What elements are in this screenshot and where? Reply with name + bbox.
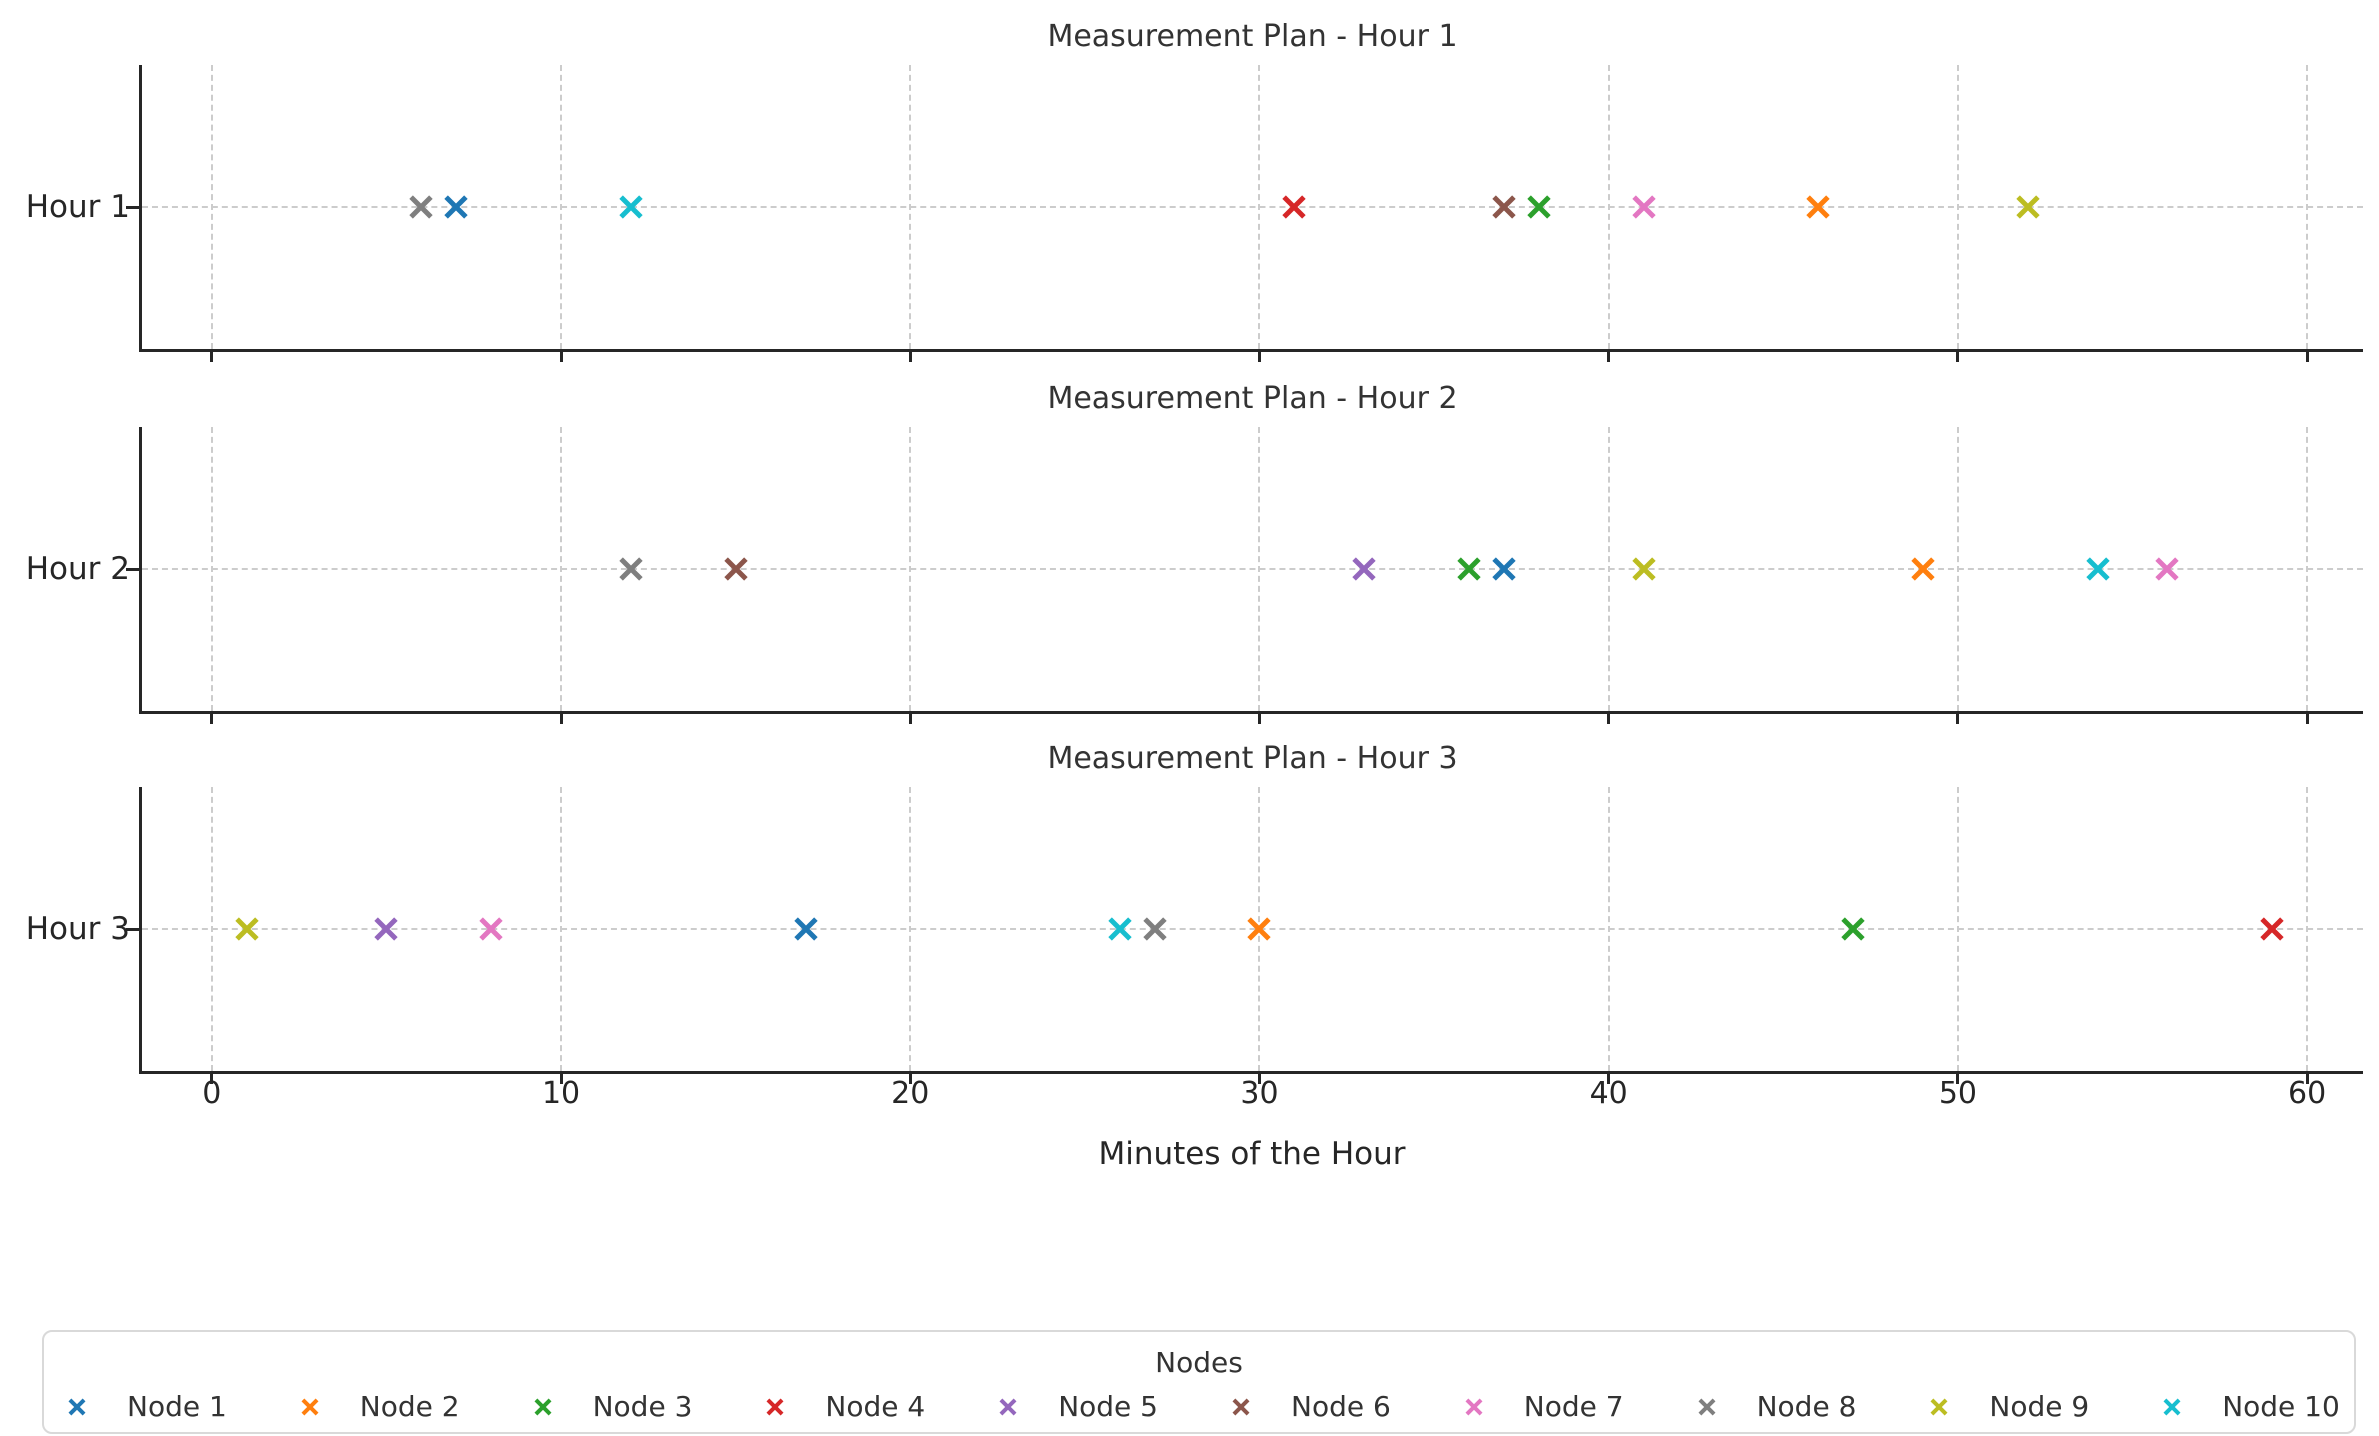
marker-node-2-hour-3 bbox=[1249, 919, 1270, 940]
x-tick-mark-10-hour-3 bbox=[559, 1071, 563, 1084]
x-tick-mark-20-hour-2 bbox=[908, 711, 912, 724]
marker-node-1-hour-1 bbox=[446, 197, 467, 218]
y-axis-label-hour-3: Hour 3 bbox=[25, 911, 130, 947]
x-tick-label-30: 30 bbox=[1240, 1076, 1279, 1111]
marker-node-5-hour-2 bbox=[1354, 559, 1375, 580]
legend-marker-node-5 bbox=[1001, 1400, 1016, 1415]
legend-label-node-9: Node 9 bbox=[1989, 1390, 2090, 1423]
hour-row-line-2 bbox=[142, 568, 2363, 570]
legend-marker-node-6 bbox=[1234, 1400, 1249, 1415]
legend-label-node-7: Node 7 bbox=[1523, 1390, 1624, 1423]
x-tick-mark-0-hour-3 bbox=[210, 1071, 214, 1084]
marker-node-10-hour-2 bbox=[2087, 559, 2108, 580]
x-tick-label-40: 40 bbox=[1589, 1076, 1628, 1111]
marker-node-2-hour-1 bbox=[1808, 197, 1829, 218]
x-tick-mark-50-hour-2 bbox=[1956, 711, 1960, 724]
legend-marker-node-4 bbox=[768, 1400, 783, 1415]
x-tick-label-50: 50 bbox=[1938, 1076, 1977, 1111]
subplot-2-title: Measurement Plan - Hour 2 bbox=[1047, 381, 1458, 416]
y-axis-label-hour-1: Hour 1 bbox=[25, 189, 130, 225]
legend-marker-node-1 bbox=[70, 1400, 85, 1415]
legend-label-node-2: Node 2 bbox=[359, 1390, 460, 1423]
marker-node-9-hour-1 bbox=[2017, 197, 2038, 218]
x-tick-mark-20-hour-1 bbox=[908, 349, 912, 362]
x-tick-mark-50-hour-3 bbox=[1956, 1071, 1960, 1084]
marker-node-4-hour-1 bbox=[1284, 197, 1305, 218]
x-tick-label-20: 20 bbox=[891, 1076, 930, 1111]
y-tick-mark-hour-3 bbox=[126, 927, 139, 931]
x-tick-mark-0-hour-2 bbox=[210, 711, 214, 724]
marker-node-6-hour-1 bbox=[1493, 197, 1514, 218]
legend-marker-node-10 bbox=[2165, 1400, 2180, 1415]
marker-node-1-hour-3 bbox=[795, 919, 816, 940]
x-tick-label-0: 0 bbox=[202, 1076, 222, 1111]
x-tick-mark-40-hour-3 bbox=[1607, 1071, 1611, 1084]
marker-node-2-hour-2 bbox=[1912, 559, 1933, 580]
x-tick-mark-20-hour-3 bbox=[908, 1071, 912, 1084]
x-tick-mark-40-hour-1 bbox=[1607, 349, 1611, 362]
x-axis-title: Minutes of the Hour bbox=[1098, 1136, 1406, 1172]
subplot-1-title: Measurement Plan - Hour 1 bbox=[1047, 19, 1458, 54]
axes-hour-3 bbox=[139, 787, 2363, 1074]
axes-hour-2 bbox=[139, 427, 2363, 714]
marker-node-10-hour-1 bbox=[620, 197, 641, 218]
marker-node-6-hour-2 bbox=[725, 559, 746, 580]
subplot-3-title: Measurement Plan - Hour 3 bbox=[1047, 741, 1458, 776]
marker-node-9-hour-2 bbox=[1633, 559, 1654, 580]
x-tick-mark-30-hour-3 bbox=[1257, 1071, 1261, 1084]
legend-marker-node-3 bbox=[535, 1400, 550, 1415]
legend-label-node-8: Node 8 bbox=[1756, 1390, 1857, 1423]
x-tick-mark-30-hour-1 bbox=[1257, 349, 1261, 362]
x-tick-mark-60-hour-3 bbox=[2305, 1071, 2309, 1084]
marker-node-4-hour-3 bbox=[2262, 919, 2283, 940]
marker-node-8-hour-3 bbox=[1144, 919, 1165, 940]
x-tick-mark-10-hour-2 bbox=[559, 711, 563, 724]
marker-node-5-hour-3 bbox=[376, 919, 397, 940]
x-tick-mark-10-hour-1 bbox=[559, 349, 563, 362]
legend-label-node-3: Node 3 bbox=[592, 1390, 693, 1423]
marker-node-3-hour-1 bbox=[1528, 197, 1549, 218]
marker-node-10-hour-3 bbox=[1109, 919, 1130, 940]
marker-node-7-hour-1 bbox=[1633, 197, 1654, 218]
marker-node-3-hour-2 bbox=[1459, 559, 1480, 580]
marker-node-1-hour-2 bbox=[1493, 559, 1514, 580]
legend-marker-node-9 bbox=[1932, 1400, 1947, 1415]
marker-node-8-hour-1 bbox=[411, 197, 432, 218]
legend: Nodes Node 1 Node 2 Node 3 Node 4 Node 5 Node… bbox=[42, 1330, 2356, 1434]
x-tick-label-10: 10 bbox=[541, 1076, 581, 1111]
legend-label-node-6: Node 6 bbox=[1291, 1390, 1391, 1423]
y-axis-label-hour-2: Hour 2 bbox=[25, 551, 130, 587]
x-tick-mark-0-hour-1 bbox=[210, 349, 214, 362]
x-tick-mark-30-hour-2 bbox=[1257, 711, 1261, 724]
legend-label-node-5: Node 5 bbox=[1058, 1390, 1158, 1423]
legend-title: Nodes bbox=[1155, 1346, 1243, 1379]
legend-marker-node-2 bbox=[302, 1400, 317, 1415]
marker-node-3-hour-3 bbox=[1843, 919, 1864, 940]
x-tick-mark-60-hour-1 bbox=[2305, 349, 2309, 362]
marker-node-9-hour-3 bbox=[236, 919, 257, 940]
y-tick-mark-hour-2 bbox=[126, 567, 139, 571]
hour-row-line-1 bbox=[142, 206, 2363, 208]
x-tick-mark-60-hour-2 bbox=[2305, 711, 2309, 724]
legend-marker-node-8 bbox=[1699, 1400, 1714, 1415]
x-tick-label-60: 60 bbox=[2288, 1076, 2327, 1111]
legend-label-node-1: Node 1 bbox=[127, 1390, 227, 1423]
legend-marker-node-7 bbox=[1466, 1400, 1481, 1415]
legend-label-node-4: Node 4 bbox=[825, 1390, 926, 1423]
x-tick-mark-50-hour-1 bbox=[1956, 349, 1960, 362]
legend-label-node-10: Node 10 bbox=[2222, 1390, 2340, 1423]
axes-hour-1 bbox=[139, 65, 2363, 352]
y-tick-mark-hour-1 bbox=[126, 205, 139, 209]
marker-node-7-hour-3 bbox=[481, 919, 502, 940]
marker-node-7-hour-2 bbox=[2157, 559, 2178, 580]
marker-node-8-hour-2 bbox=[620, 559, 641, 580]
x-tick-mark-40-hour-2 bbox=[1607, 711, 1611, 724]
